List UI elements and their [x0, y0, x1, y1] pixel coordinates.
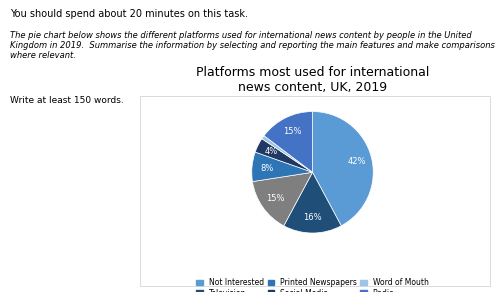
Text: The pie chart below shows the different platforms used for international news co: The pie chart below shows the different … — [10, 31, 495, 60]
Text: 16%: 16% — [303, 213, 322, 222]
Text: Write at least 150 words.: Write at least 150 words. — [10, 96, 124, 105]
Text: 15%: 15% — [283, 127, 302, 136]
Wedge shape — [284, 172, 341, 233]
Wedge shape — [252, 172, 312, 226]
Wedge shape — [262, 136, 312, 172]
Title: Platforms most used for international
news content, UK, 2019: Platforms most used for international ne… — [196, 66, 429, 94]
Wedge shape — [252, 152, 312, 182]
Text: You should spend about 20 minutes on this task.: You should spend about 20 minutes on thi… — [10, 9, 248, 19]
Wedge shape — [255, 139, 312, 172]
Text: 15%: 15% — [266, 194, 284, 203]
Wedge shape — [264, 112, 312, 172]
Text: 8%: 8% — [260, 164, 274, 173]
Text: 42%: 42% — [348, 157, 366, 166]
Wedge shape — [312, 112, 373, 226]
Legend: Not Interested, Television, Other Internet, Printed Newspapers, Social Media, Wo: Not Interested, Television, Other Intern… — [196, 278, 428, 292]
Text: 4%: 4% — [265, 147, 278, 157]
